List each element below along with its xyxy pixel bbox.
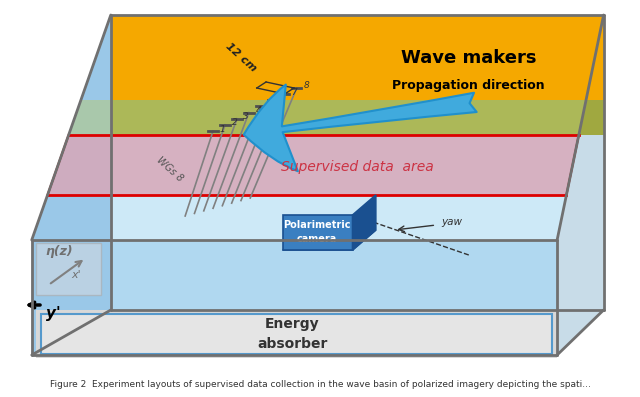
Text: 2: 2 xyxy=(232,118,237,127)
Text: Supervised data  area: Supervised data area xyxy=(281,160,433,174)
Polygon shape xyxy=(32,310,604,355)
Polygon shape xyxy=(283,215,353,250)
Polygon shape xyxy=(353,195,376,250)
Polygon shape xyxy=(41,314,552,354)
Polygon shape xyxy=(32,15,604,240)
Text: 4: 4 xyxy=(255,106,261,115)
Polygon shape xyxy=(68,100,586,135)
Text: 3: 3 xyxy=(243,112,249,121)
Text: Figure 2  Experiment layouts of supervised data collection in the wave basin of : Figure 2 Experiment layouts of supervise… xyxy=(49,380,591,389)
Text: 12 cm: 12 cm xyxy=(223,41,259,74)
Polygon shape xyxy=(283,230,376,250)
Polygon shape xyxy=(32,240,557,355)
Text: x': x' xyxy=(71,270,81,280)
Text: yaw: yaw xyxy=(441,217,462,227)
Text: Propagation direction: Propagation direction xyxy=(392,79,545,91)
Text: 5: 5 xyxy=(268,100,273,109)
Polygon shape xyxy=(36,243,102,295)
Polygon shape xyxy=(47,135,579,195)
Text: 1: 1 xyxy=(220,125,225,133)
Text: WGs 8: WGs 8 xyxy=(154,155,184,184)
Text: 7: 7 xyxy=(291,88,297,96)
Text: η(z): η(z) xyxy=(45,245,74,258)
Text: 8: 8 xyxy=(303,81,309,91)
Polygon shape xyxy=(557,15,604,355)
Text: Energy
absorber: Energy absorber xyxy=(257,317,327,351)
Text: Wave makers: Wave makers xyxy=(401,49,536,67)
Polygon shape xyxy=(111,15,604,100)
Text: y': y' xyxy=(45,306,60,321)
Polygon shape xyxy=(111,100,604,135)
Text: 6: 6 xyxy=(279,94,285,103)
Polygon shape xyxy=(36,310,557,358)
Text: Polarimetric
camera: Polarimetric camera xyxy=(284,220,351,244)
Polygon shape xyxy=(32,15,111,355)
